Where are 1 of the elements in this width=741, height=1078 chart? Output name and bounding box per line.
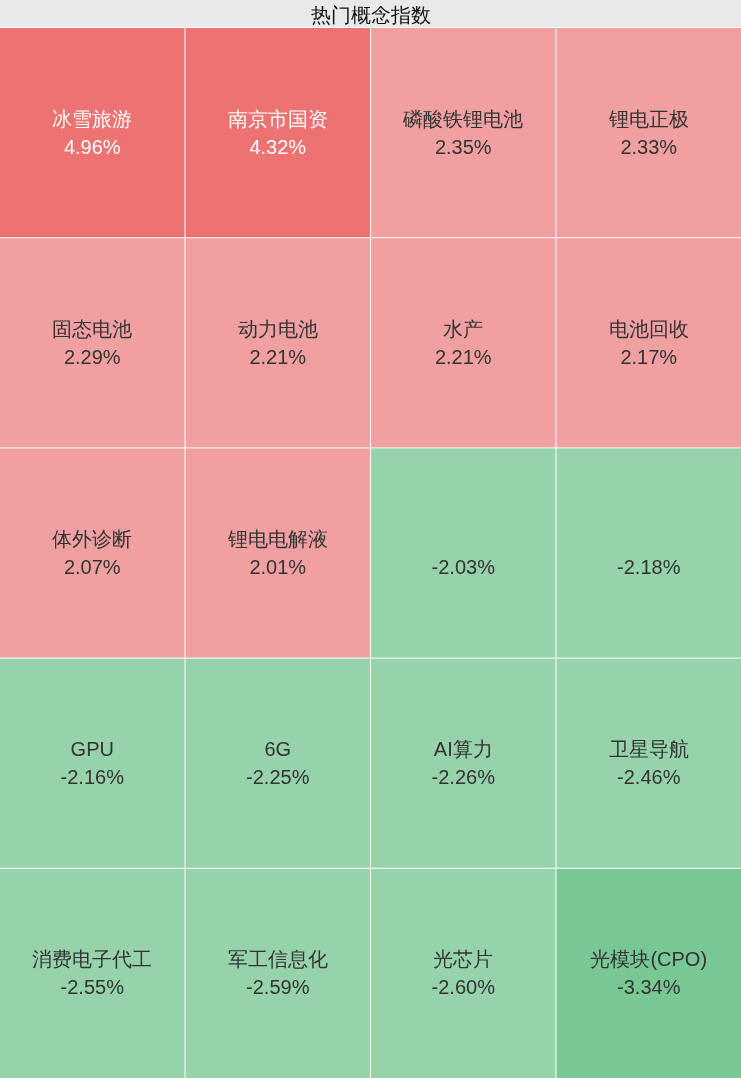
title: 热门概念指数 bbox=[310, 3, 431, 26]
